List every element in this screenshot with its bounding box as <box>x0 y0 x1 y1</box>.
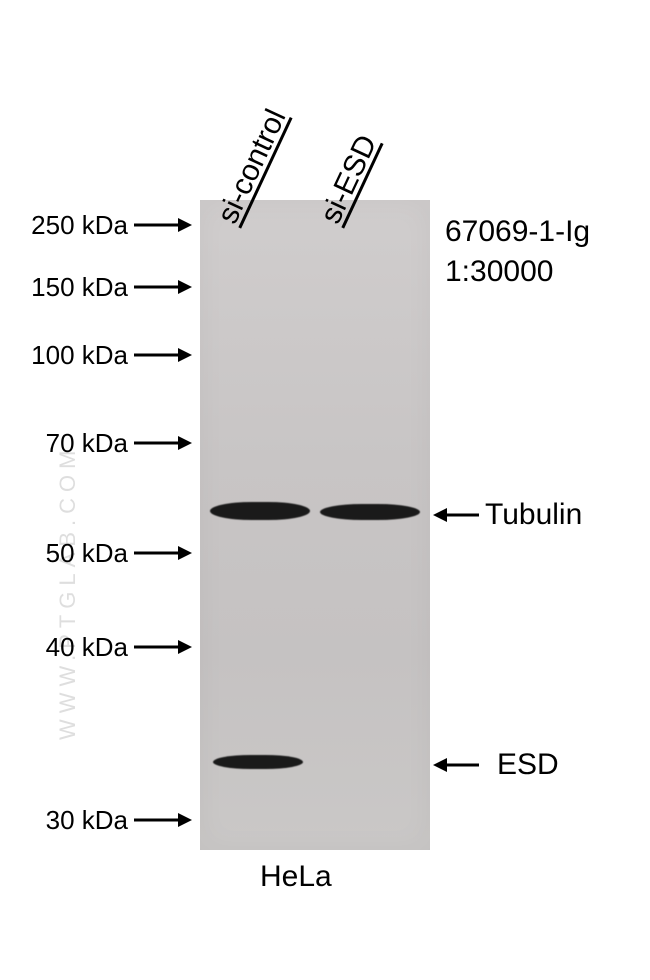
sample-label: HeLa <box>260 860 332 894</box>
arrow-right-icon <box>134 544 192 562</box>
watermark: WWW.PTGLAB.COM <box>55 445 81 740</box>
esd-band-lane1 <box>213 755 303 769</box>
dilution: 1:30000 <box>445 255 553 289</box>
tubulin-band-lane1 <box>210 502 310 520</box>
arrow-right-icon <box>134 638 192 656</box>
marker-label: 100 kDa <box>10 340 128 371</box>
watermark-text: WWW.PTGLAB.COM <box>55 445 80 740</box>
annotation-label: Tubulin <box>485 498 582 532</box>
arrow-right-icon <box>134 811 192 829</box>
marker-label: 50 kDa <box>10 538 128 569</box>
marker-label: 150 kDa <box>10 272 128 303</box>
marker-label: 250 kDa <box>10 210 128 241</box>
tubulin-band-lane2 <box>320 504 420 520</box>
blot-membrane <box>200 200 430 850</box>
arrow-left-icon <box>433 756 479 774</box>
marker-row: 250 kDa <box>10 210 198 240</box>
marker-row: 50 kDa <box>10 538 198 568</box>
marker-row: 150 kDa <box>10 272 198 302</box>
arrow-right-icon <box>134 434 192 452</box>
arrow-right-icon <box>134 216 192 234</box>
marker-row: 70 kDa <box>10 428 198 458</box>
catalog-number: 67069-1-Ig <box>445 215 590 249</box>
marker-label: 70 kDa <box>10 428 128 459</box>
blot-shadow <box>200 200 430 850</box>
annotation-esd: ESD <box>433 748 559 782</box>
dilution-text: 1:30000 <box>445 255 553 288</box>
marker-row: 100 kDa <box>10 340 198 370</box>
figure-container: WWW.PTGLAB.COM si-control si-ESD 250 kDa… <box>10 20 640 960</box>
marker-label: 40 kDa <box>10 632 128 663</box>
sample-label-text: HeLa <box>260 860 332 893</box>
annotation-label: ESD <box>497 748 559 782</box>
arrow-right-icon <box>134 346 192 364</box>
arrow-left-icon <box>433 506 479 524</box>
arrow-right-icon <box>134 278 192 296</box>
marker-row: 30 kDa <box>10 805 198 835</box>
catalog-text: 67069-1-Ig <box>445 215 590 248</box>
annotation-tubulin: Tubulin <box>433 498 582 532</box>
marker-label: 30 kDa <box>10 805 128 836</box>
marker-row: 40 kDa <box>10 632 198 662</box>
